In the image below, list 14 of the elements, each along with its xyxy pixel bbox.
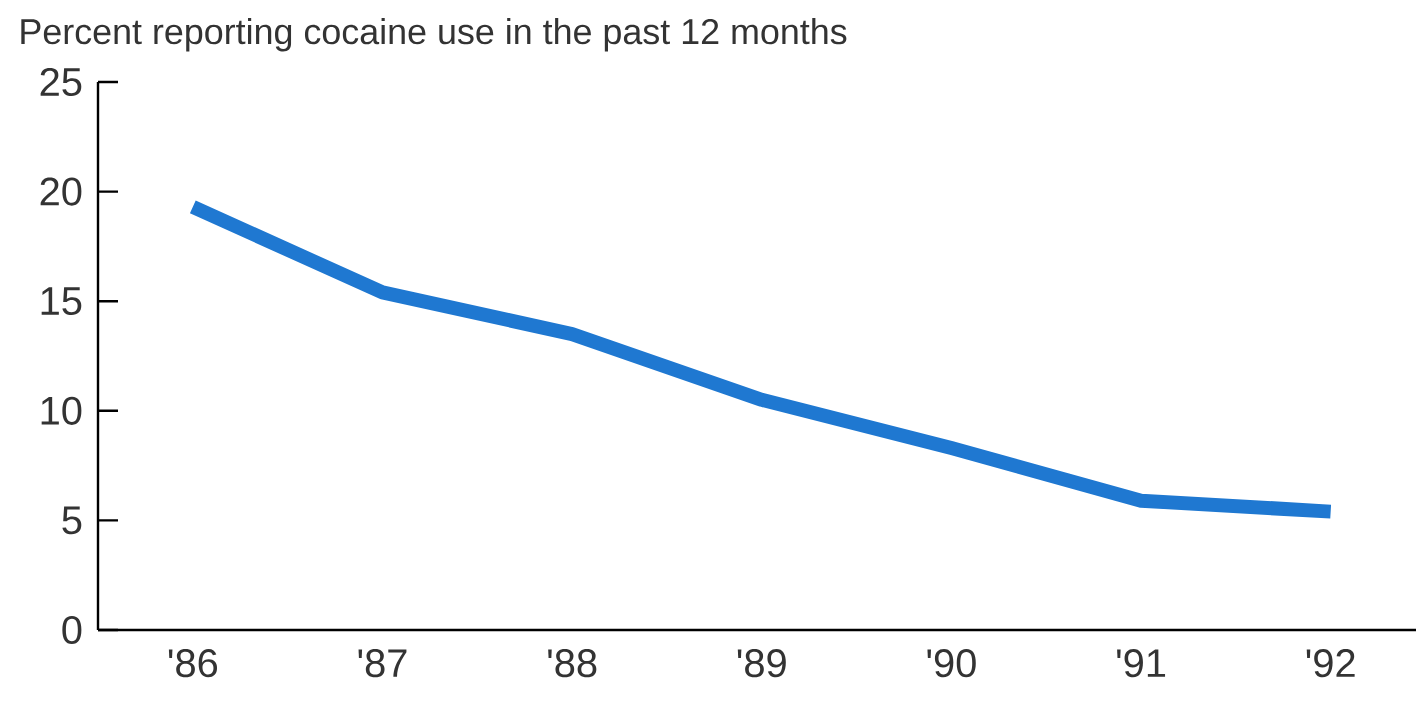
y-tick-label: 25 [40,67,82,97]
y-tick-label: 0 [62,615,82,645]
y-tick-label: 10 [41,396,82,425]
x-tick-label: '92 [1306,649,1355,678]
y-tick-label: 5 [62,506,82,535]
x-tick-label: '90 [927,649,976,678]
y-tick-label: 15 [41,287,82,316]
x-tick-label: '89 [737,649,786,678]
x-tick-label: '86 [168,649,218,678]
x-tick-label: '87 [358,649,407,678]
y-tick-label: 20 [40,177,82,206]
x-tick-label: '91 [1117,649,1166,678]
x-tick-label: '88 [548,649,597,678]
chart-title: Percent reporting cocaine use in the past 12 months [21,17,847,52]
